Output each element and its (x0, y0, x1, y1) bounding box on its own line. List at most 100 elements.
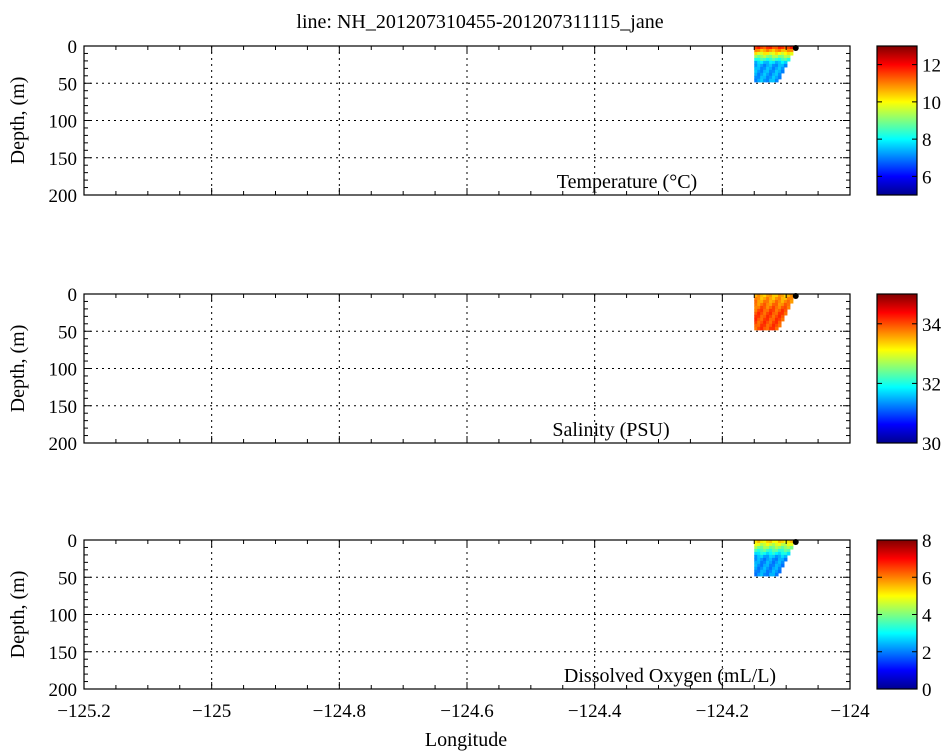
section-cell (754, 72, 758, 77)
section-cell (754, 317, 758, 322)
section-cell (754, 320, 758, 325)
section-cell (774, 296, 779, 301)
section-cell (766, 46, 770, 50)
section-cell (789, 296, 794, 301)
section-cell (754, 551, 758, 556)
section-cell (774, 314, 779, 319)
section-cell (766, 302, 770, 307)
section-cell (774, 69, 779, 74)
section-cell (777, 72, 782, 77)
section-cell (763, 294, 767, 298)
section-cell (780, 540, 785, 544)
y-axis-label: Depth, (m) (7, 325, 29, 413)
section-cell (754, 557, 758, 562)
section-cell (769, 311, 773, 316)
section-cell (760, 563, 764, 568)
section-cell (769, 320, 773, 325)
section-cell (769, 54, 773, 59)
section-cell (763, 572, 767, 577)
section-cell (783, 308, 788, 313)
section-cell (777, 66, 782, 71)
section-cell (769, 72, 773, 77)
section-cell (772, 72, 776, 77)
section-cell (769, 326, 773, 331)
colorbar-tick-label: 8 (922, 130, 932, 151)
colorbar-tick-label: 8 (922, 531, 932, 552)
y-tick-label: 50 (58, 568, 77, 589)
section-cell (760, 72, 764, 77)
section-cell (754, 314, 758, 319)
section-cell (777, 557, 782, 562)
section-cell (780, 63, 785, 68)
section-cell (754, 57, 758, 62)
section-cell (783, 545, 788, 550)
section-cell (774, 66, 779, 71)
section-cell (766, 54, 770, 59)
section-cell (772, 69, 776, 74)
section-cell (769, 314, 773, 319)
section-cell (772, 308, 776, 313)
colorbar-tick-label: 6 (922, 167, 932, 188)
section-cell (774, 554, 779, 559)
section-cell (760, 569, 764, 574)
x-axis-label: Longitude (425, 729, 507, 751)
section-cell (757, 66, 761, 71)
section-cell (769, 545, 773, 550)
colorbar-tick-label: 6 (922, 568, 932, 589)
section-cell (777, 323, 782, 328)
section-cell (774, 572, 779, 577)
section-cell (760, 60, 764, 65)
section-cell (760, 314, 764, 319)
section-cell (760, 75, 764, 80)
section-cell (780, 60, 785, 65)
section-cell (763, 78, 767, 83)
section-cell (769, 542, 773, 547)
section-cell (766, 72, 770, 77)
section-cell (769, 305, 773, 310)
section-cell (763, 308, 767, 313)
section-cell (777, 545, 782, 550)
section-cell (763, 569, 767, 574)
y-axis-label: Depth, (m) (7, 571, 29, 659)
section-cell (786, 548, 791, 553)
section-cell (760, 554, 764, 559)
section-cell (774, 299, 779, 304)
section-cell (777, 317, 782, 322)
section-cell (772, 314, 776, 319)
section-cell (772, 305, 776, 310)
section-cell (757, 57, 761, 62)
section-cell (780, 54, 785, 59)
section-cell (783, 554, 788, 559)
section-cell (766, 311, 770, 316)
section-cell (769, 78, 773, 83)
section-cell (769, 69, 773, 74)
section-cell (760, 566, 764, 571)
section-cell (766, 545, 770, 550)
section-cell (754, 326, 758, 331)
section-cell (769, 51, 773, 56)
section-cell (766, 557, 770, 562)
section-cell (789, 294, 794, 298)
section-cell (760, 540, 764, 544)
section-cell (763, 305, 767, 310)
section-cell (786, 57, 791, 62)
section-cell (783, 63, 788, 68)
section-cell (783, 54, 788, 59)
section-cell (757, 63, 761, 68)
section-cell (774, 317, 779, 322)
section-cell (774, 57, 779, 62)
section-cell (754, 311, 758, 316)
section-cell (783, 548, 788, 553)
section-cell (772, 302, 776, 307)
section-cell (766, 566, 770, 571)
section-cell (777, 554, 782, 559)
section-cell (783, 48, 788, 53)
section-cell (777, 548, 782, 553)
section-cell (772, 551, 776, 556)
section-cell (757, 302, 761, 307)
x-tick-label: −124.6 (440, 701, 493, 722)
section-cell (766, 314, 770, 319)
section-cell (763, 554, 767, 559)
section-cell (760, 302, 764, 307)
colorbar (876, 539, 918, 690)
